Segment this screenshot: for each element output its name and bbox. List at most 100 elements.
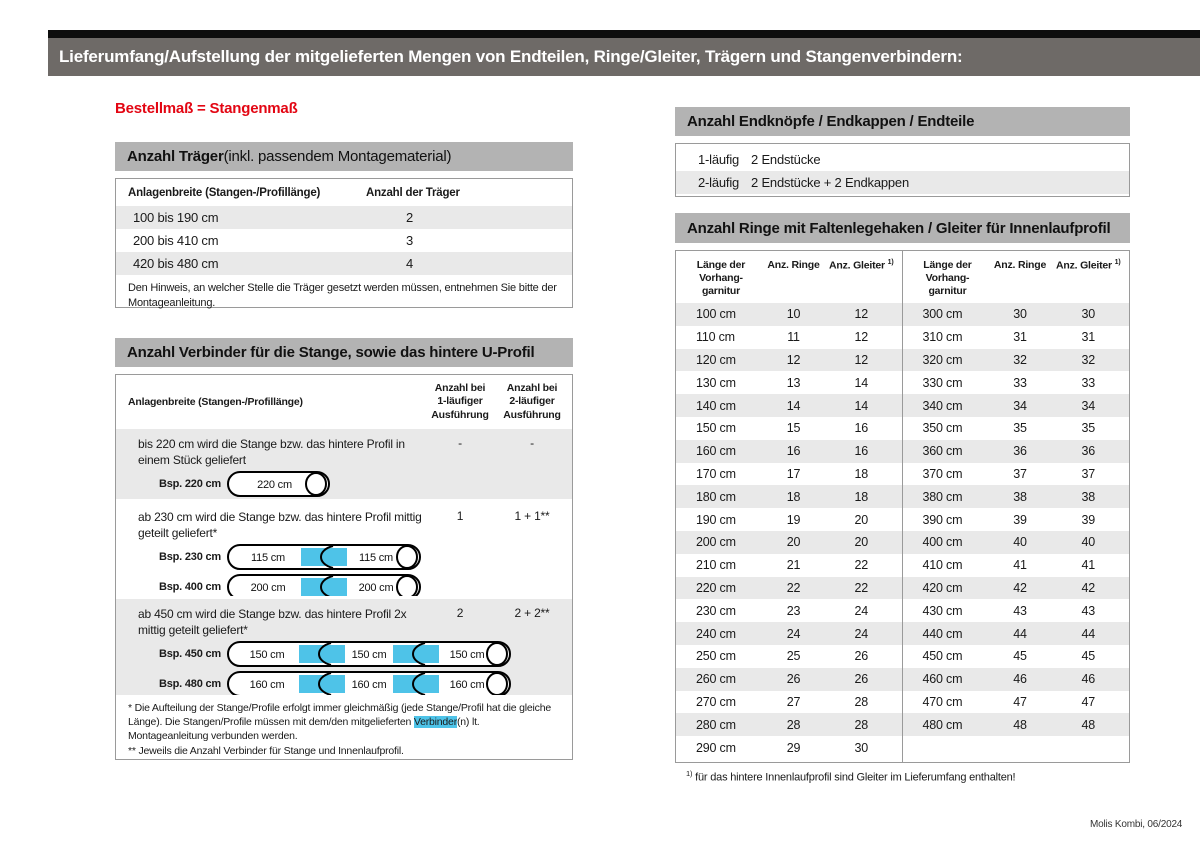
garnitur-length: 320 cm [922,352,963,367]
laeufigkeit-label: 1-läufig [698,152,740,167]
verbinder-row-top: ab 230 cm wird die Stange bzw. das hinte… [116,502,572,541]
gleiter-count: 34 [1081,398,1095,413]
svg-text:160 cm: 160 cm [250,679,285,691]
column-header: Länge der Vorhang- garnitur [923,259,972,298]
table-row: 200 bis 410 cm 3 [116,229,572,252]
rod-diagram: Bsp. 230 cm 115 cm 115 cm [116,542,572,571]
column-header: Anz. Gleiter 1) [1048,259,1130,303]
verbinder-row-top: bis 220 cm wird die Stange bzw. das hint… [116,429,572,468]
table-row: 420 bis 480 cm 4 [116,252,572,275]
table-row: bis 220 cm wird die Stange bzw. das hint… [116,429,572,499]
endteile-value: 2 Endstücke + 2 Endkappen [751,175,909,190]
column-header: Anzahl bei 1-läufiger Ausführung [431,382,489,421]
garnitur-length: 150 cm [696,421,736,436]
ringe-count: 41 [1013,558,1027,573]
ringe-count: 19 [786,512,801,527]
rod-example-label: Bsp. 400 cm [158,580,221,593]
ringe-count: 39 [1013,512,1027,527]
gleiter-count: 28 [854,694,868,709]
verbinder-row-top: ab 450 cm wird die Stange bzw. das hinte… [116,599,572,638]
table-row: 140 cm 14 14 [676,394,902,417]
gleiter-count: 26 [854,672,868,687]
count-2-laeufig: - [530,436,534,450]
gleiter-count: 18 [854,489,868,504]
traeger-rows: 100 bis 190 cm 2 200 bis 410 cm 3 420 bis 48… [116,206,572,275]
ringe-rows-left: 100 cm 10 12 110 cm 11 12 120 cm 12 12 130 cm 13 14… [676,303,902,759]
section-header-traeger: Anzahl Träger (inkl. passendem Montagema… [115,142,573,171]
traeger-count: 2 [406,210,414,225]
banner-top-stripe [48,30,1200,38]
garnitur-length: 410 cm [922,558,963,573]
table-row: 240 cm 24 24 [676,622,902,645]
garnitur-length: 450 cm [922,649,963,664]
gleiter-count: 31 [1081,330,1095,345]
gleiter-count: 37 [1081,466,1095,481]
garnitur-length: 140 cm [696,398,736,413]
gleiter-count: 48 [1081,717,1095,732]
ringe-count: 13 [786,375,801,390]
svg-text:115 cm: 115 cm [359,552,393,564]
gleiter-count: 12 [854,352,868,367]
column-header-text: Anz. Gleiter [1056,259,1112,272]
traeger-range: 200 bis 410 cm [133,233,219,248]
verbinder-rows: bis 220 cm wird die Stange bzw. das hint… [116,429,572,695]
table-row: 160 cm 16 16 [676,439,902,463]
section-title-bold: Anzahl Träger [127,148,224,165]
garnitur-length: 420 cm [922,580,963,595]
section-header-endteile: Anzahl Endknöpfe / Endkappen / Endteile [675,107,1130,136]
garnitur-length: 270 cm [696,694,736,709]
svg-text:150 cm: 150 cm [352,649,387,661]
ringe-count: 38 [1013,489,1027,504]
rod-example-label: Bsp. 220 cm [158,477,221,490]
section-title-bold: Anzahl Ringe mit Faltenlegehaken / Gleit… [687,219,1111,237]
ringe-count: 10 [786,307,801,322]
gleiter-count: 45 [1081,649,1095,664]
garnitur-length: 480 cm [922,717,963,732]
ringe-count: 22 [786,580,801,595]
gleiter-count: 20 [854,512,868,527]
gleiter-count: 18 [854,466,868,481]
traeger-range: 100 bis 190 cm [133,210,219,225]
column-header: Länge der Vorhang- garnitur [696,259,746,298]
garnitur-length: 280 cm [696,717,736,732]
ringe-count: 27 [786,694,801,709]
rod-svg: 160 cm 160 cm 160 cm [227,670,511,695]
traeger-range: 420 bis 480 cm [133,256,219,271]
ringe-count: 36 [1013,444,1027,459]
endteile-rows: 1-läufig 2 Endstücke 2-läufig 2 Endstücke +… [676,148,1129,194]
garnitur-length: 200 cm [696,535,736,550]
gleiter-count: 14 [854,398,868,413]
order-measure-note: Bestellmaß = Stangenmaß [115,100,298,117]
rod-svg: 220 cm [227,470,330,497]
count-1-laeufig: 2 [456,606,464,620]
ringe-count: 28 [786,717,801,732]
ringe-count: 20 [786,535,801,550]
table-row: 350 cm 35 35 [903,417,1130,440]
svg-text:220 cm: 220 cm [257,479,292,491]
gleiter-count: 24 [854,603,868,618]
ringe-count: 44 [1013,626,1027,641]
garnitur-length: 470 cm [922,694,963,709]
table-row: 370 cm 37 37 [903,463,1130,486]
gleiter-count: 12 [854,307,868,322]
gleiter-count: 44 [1081,626,1095,641]
gleiter-count: 39 [1081,512,1095,527]
gleiter-count: 32 [1081,352,1095,367]
ringe-count: 35 [1013,421,1027,436]
gleiter-count: 26 [854,649,868,664]
footnote-doublestar: ** Jeweils die Anzahl Verbinder für Stan… [128,745,404,758]
gleiter-count: 46 [1081,672,1095,687]
svg-text:160 cm: 160 cm [450,679,485,691]
footnote-text: * Die Aufteilung der Stange/Profile erfo… [128,702,552,729]
gleiter-count: 28 [854,717,868,732]
section-title-bold: Anzahl Endknöpfe / Endkappen / Endteile [687,113,975,130]
ringe-table-right-half: Länge der Vorhang- garnitur Anz. Ringe A… [902,251,1130,762]
table-row: ab 450 cm wird die Stange bzw. das hinte… [116,599,572,695]
ringe-count: 30 [1013,307,1027,322]
ringe-count: 40 [1013,535,1027,550]
column-header: Anz. Ringe [993,259,1047,271]
gleiter-count: 24 [854,626,868,641]
gleiter-count: 12 [854,330,868,345]
rod-example-label: Bsp. 230 cm [158,550,221,563]
garnitur-length: 400 cm [922,535,963,550]
